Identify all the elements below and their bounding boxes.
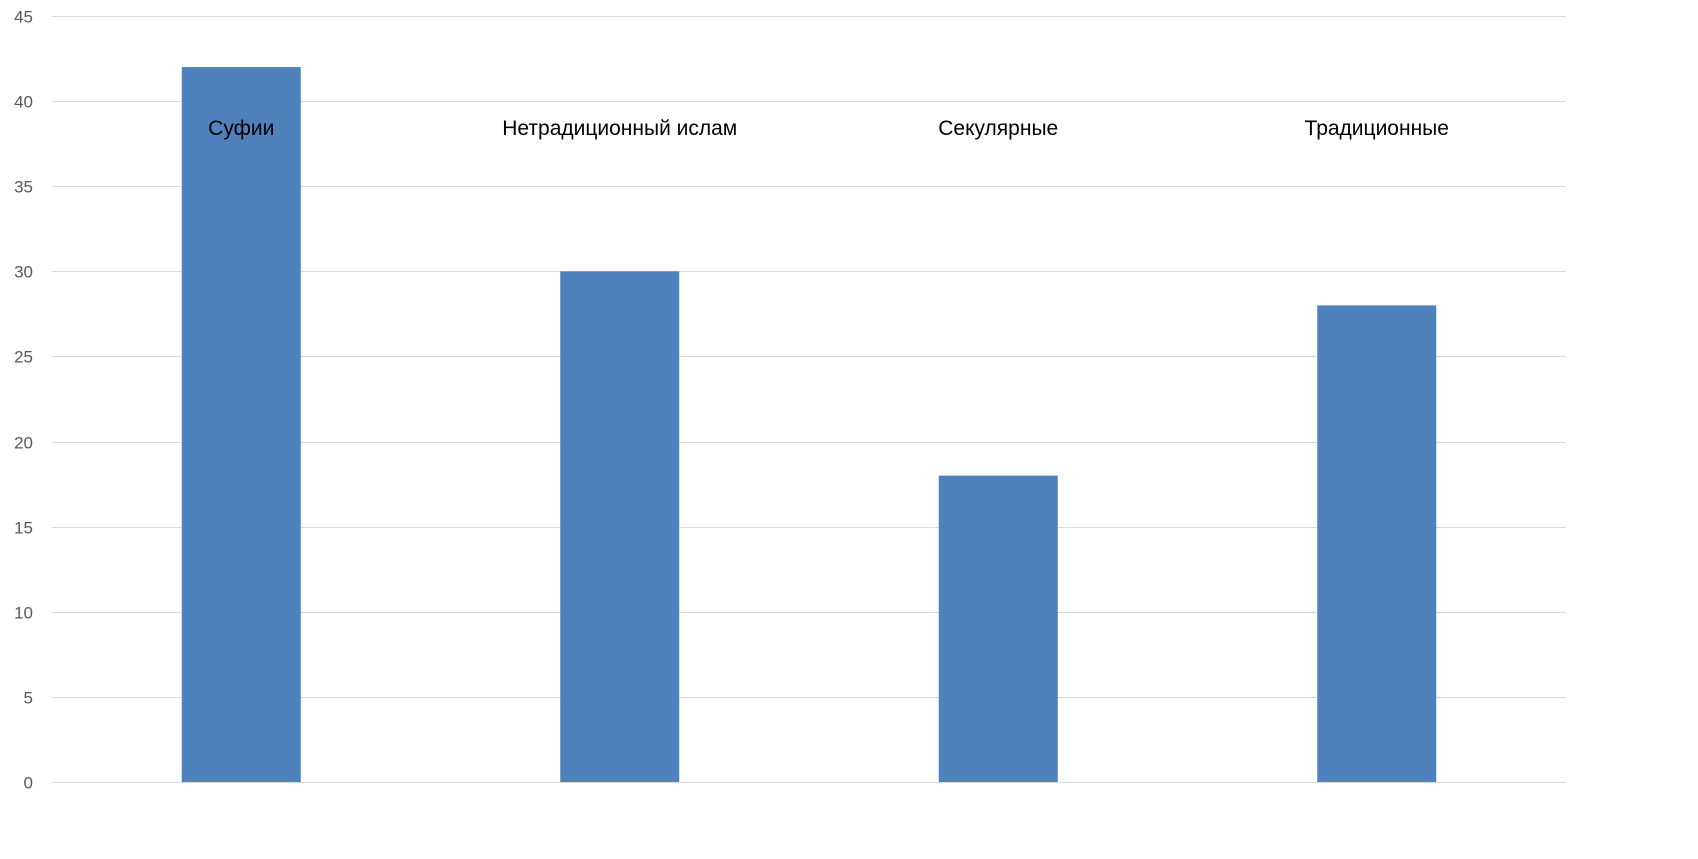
category-label-1: Суфии: [208, 117, 274, 140]
y-tick-label-35: 35: [14, 178, 33, 197]
bar-4: [1317, 305, 1437, 782]
y-tick-label-20: 20: [14, 434, 33, 453]
y-tick-label-10: 10: [14, 604, 33, 623]
y-tick-label-45: 45: [14, 8, 33, 27]
bars: [181, 67, 1437, 783]
y-tick-label-15: 15: [14, 519, 33, 538]
y-tick-label-30: 30: [14, 263, 33, 282]
y-tick-label-5: 5: [24, 689, 33, 708]
category-labels: Суфии Нетрадиционный ислам Секулярные Тради…: [208, 117, 1449, 140]
y-tick-label-0: 0: [24, 774, 33, 793]
bar-1: [181, 67, 301, 783]
y-tick-label-25: 25: [14, 348, 33, 367]
category-label-2: Нетрадиционный ислам: [502, 117, 737, 140]
category-label-4: Традиционные: [1305, 117, 1449, 140]
grid-lines: [52, 16, 1566, 783]
category-label-3: Секулярные: [938, 117, 1058, 140]
bar-3: [938, 475, 1058, 782]
y-axis-tick-labels: 0 5 10 15 20 25 30 35 40 45: [14, 8, 33, 793]
y-tick-label-40: 40: [14, 93, 33, 112]
bar-2: [560, 271, 680, 782]
